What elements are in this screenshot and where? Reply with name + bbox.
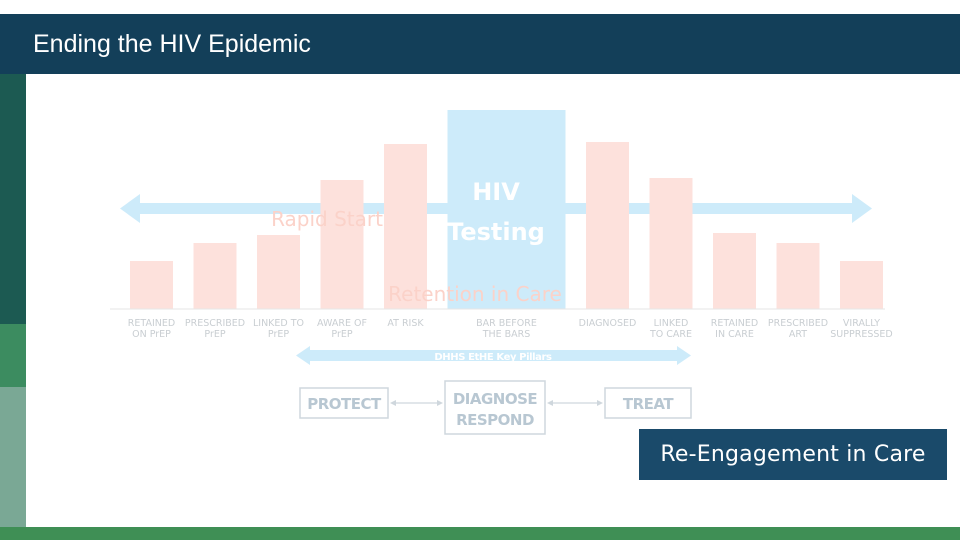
bar-label: PRESCRIBED ART bbox=[768, 318, 828, 340]
cascade-bar bbox=[384, 144, 427, 309]
hiv-testing-label-line2: Testing bbox=[447, 218, 545, 246]
cascade-bar bbox=[257, 235, 300, 309]
bar-label: DIAGNOSED bbox=[579, 318, 637, 329]
bottom-bar bbox=[0, 527, 960, 540]
hiv-testing-label-line1: HIV bbox=[472, 178, 520, 206]
bar-label: RETAINED IN CARE bbox=[711, 318, 758, 340]
retention-label: Retention in Care bbox=[388, 282, 562, 306]
treat-box bbox=[604, 387, 692, 419]
rapid-start-label: Rapid Start bbox=[271, 207, 383, 231]
pillar-connectors bbox=[390, 400, 603, 406]
pillars-heading: DHHS EtHE Key Pillars bbox=[434, 352, 552, 363]
cascade-bar bbox=[130, 261, 173, 309]
cascade-bar bbox=[776, 243, 820, 309]
header-bar bbox=[0, 14, 960, 74]
diagnose-respond-box bbox=[444, 380, 546, 435]
left-strip-dark bbox=[0, 74, 26, 324]
pillars-arrow bbox=[296, 346, 691, 365]
cascade-bar bbox=[713, 233, 756, 309]
re-engagement-callout: Re-Engagement in Care bbox=[639, 429, 947, 480]
cascade-bar bbox=[840, 261, 883, 309]
bar-label: RETAINED ON PrEP bbox=[128, 318, 175, 340]
bar-label: LINKED TO PrEP bbox=[253, 318, 304, 340]
left-strip-light bbox=[0, 387, 26, 527]
cascade-bars bbox=[130, 110, 883, 309]
left-strip-mid bbox=[0, 324, 26, 387]
cascade-bar bbox=[649, 178, 693, 309]
respond-label: RESPOND bbox=[456, 411, 534, 429]
bar-label: PRESCRIBED PrEP bbox=[185, 318, 245, 340]
cascade-bar bbox=[320, 180, 364, 309]
bar-label: AWARE OF PrEP bbox=[317, 318, 367, 340]
cascade-bar bbox=[193, 243, 237, 309]
bar-label: LINKED TO CARE bbox=[649, 318, 692, 340]
bar-label: BAR BEFORE THE BARS bbox=[476, 318, 537, 340]
bar-labels: RETAINED ON PrEP PRESCRIBED PrEP LINKED TO Pr… bbox=[128, 318, 893, 340]
treat-label: TREAT bbox=[623, 395, 674, 413]
protect-box bbox=[299, 387, 389, 419]
bar-label: AT RISK bbox=[387, 318, 424, 329]
diagnose-label: DIAGNOSE bbox=[453, 390, 538, 408]
protect-label: PROTECT bbox=[307, 395, 382, 413]
cascade-bar bbox=[586, 142, 629, 309]
bar-label: VIRALLY SUPPRESSED bbox=[830, 318, 892, 340]
slide-title: Ending the HIV Epidemic bbox=[33, 30, 311, 58]
hiv-testing-bar bbox=[447, 110, 566, 309]
